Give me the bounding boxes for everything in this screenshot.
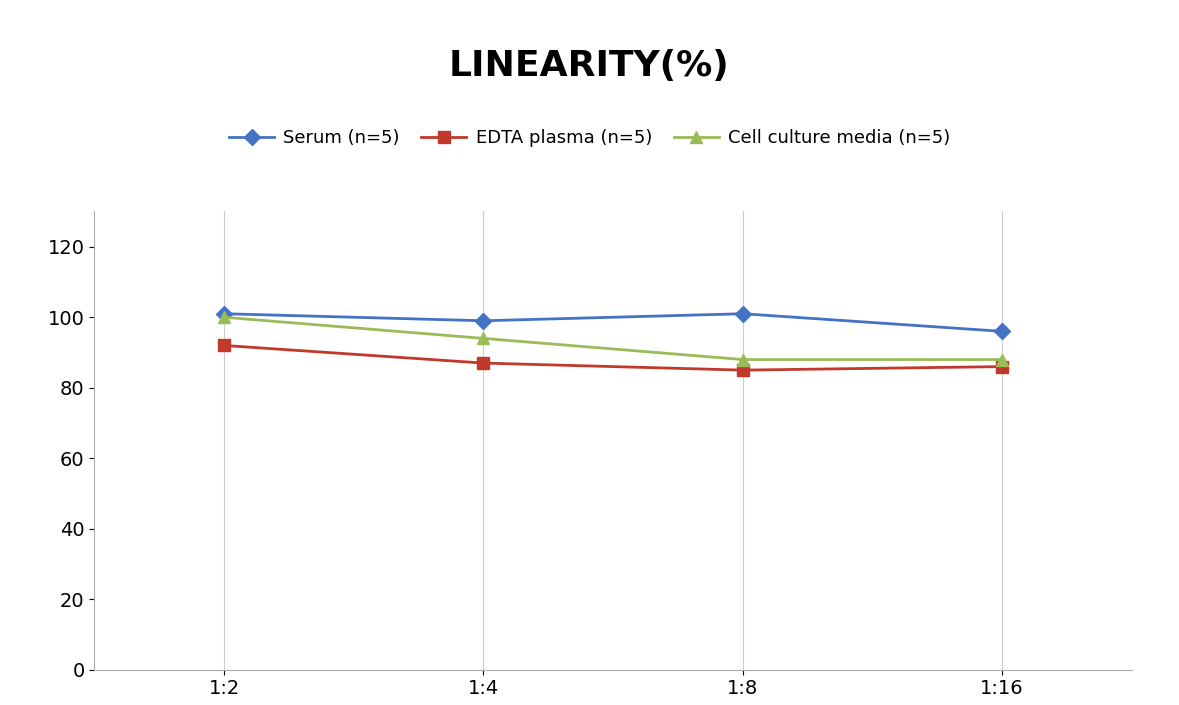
Line: Cell culture media (n=5): Cell culture media (n=5)	[218, 311, 1008, 366]
EDTA plasma (n=5)	[995, 362, 1009, 371]
Serum (n=5)	[217, 309, 231, 318]
Legend: Serum (n=5), EDTA plasma (n=5), Cell culture media (n=5): Serum (n=5), EDTA plasma (n=5), Cell cul…	[222, 122, 957, 154]
Text: LINEARITY(%): LINEARITY(%)	[449, 49, 730, 83]
Serum (n=5)	[476, 317, 490, 325]
EDTA plasma (n=5)	[736, 366, 750, 374]
Cell culture media (n=5)	[736, 355, 750, 364]
EDTA plasma (n=5)	[217, 341, 231, 350]
Line: Serum (n=5): Serum (n=5)	[218, 308, 1008, 337]
Cell culture media (n=5)	[995, 355, 1009, 364]
Cell culture media (n=5)	[476, 334, 490, 343]
Serum (n=5)	[736, 309, 750, 318]
Line: EDTA plasma (n=5): EDTA plasma (n=5)	[218, 340, 1008, 376]
Cell culture media (n=5)	[217, 313, 231, 321]
Serum (n=5)	[995, 327, 1009, 336]
EDTA plasma (n=5)	[476, 359, 490, 367]
